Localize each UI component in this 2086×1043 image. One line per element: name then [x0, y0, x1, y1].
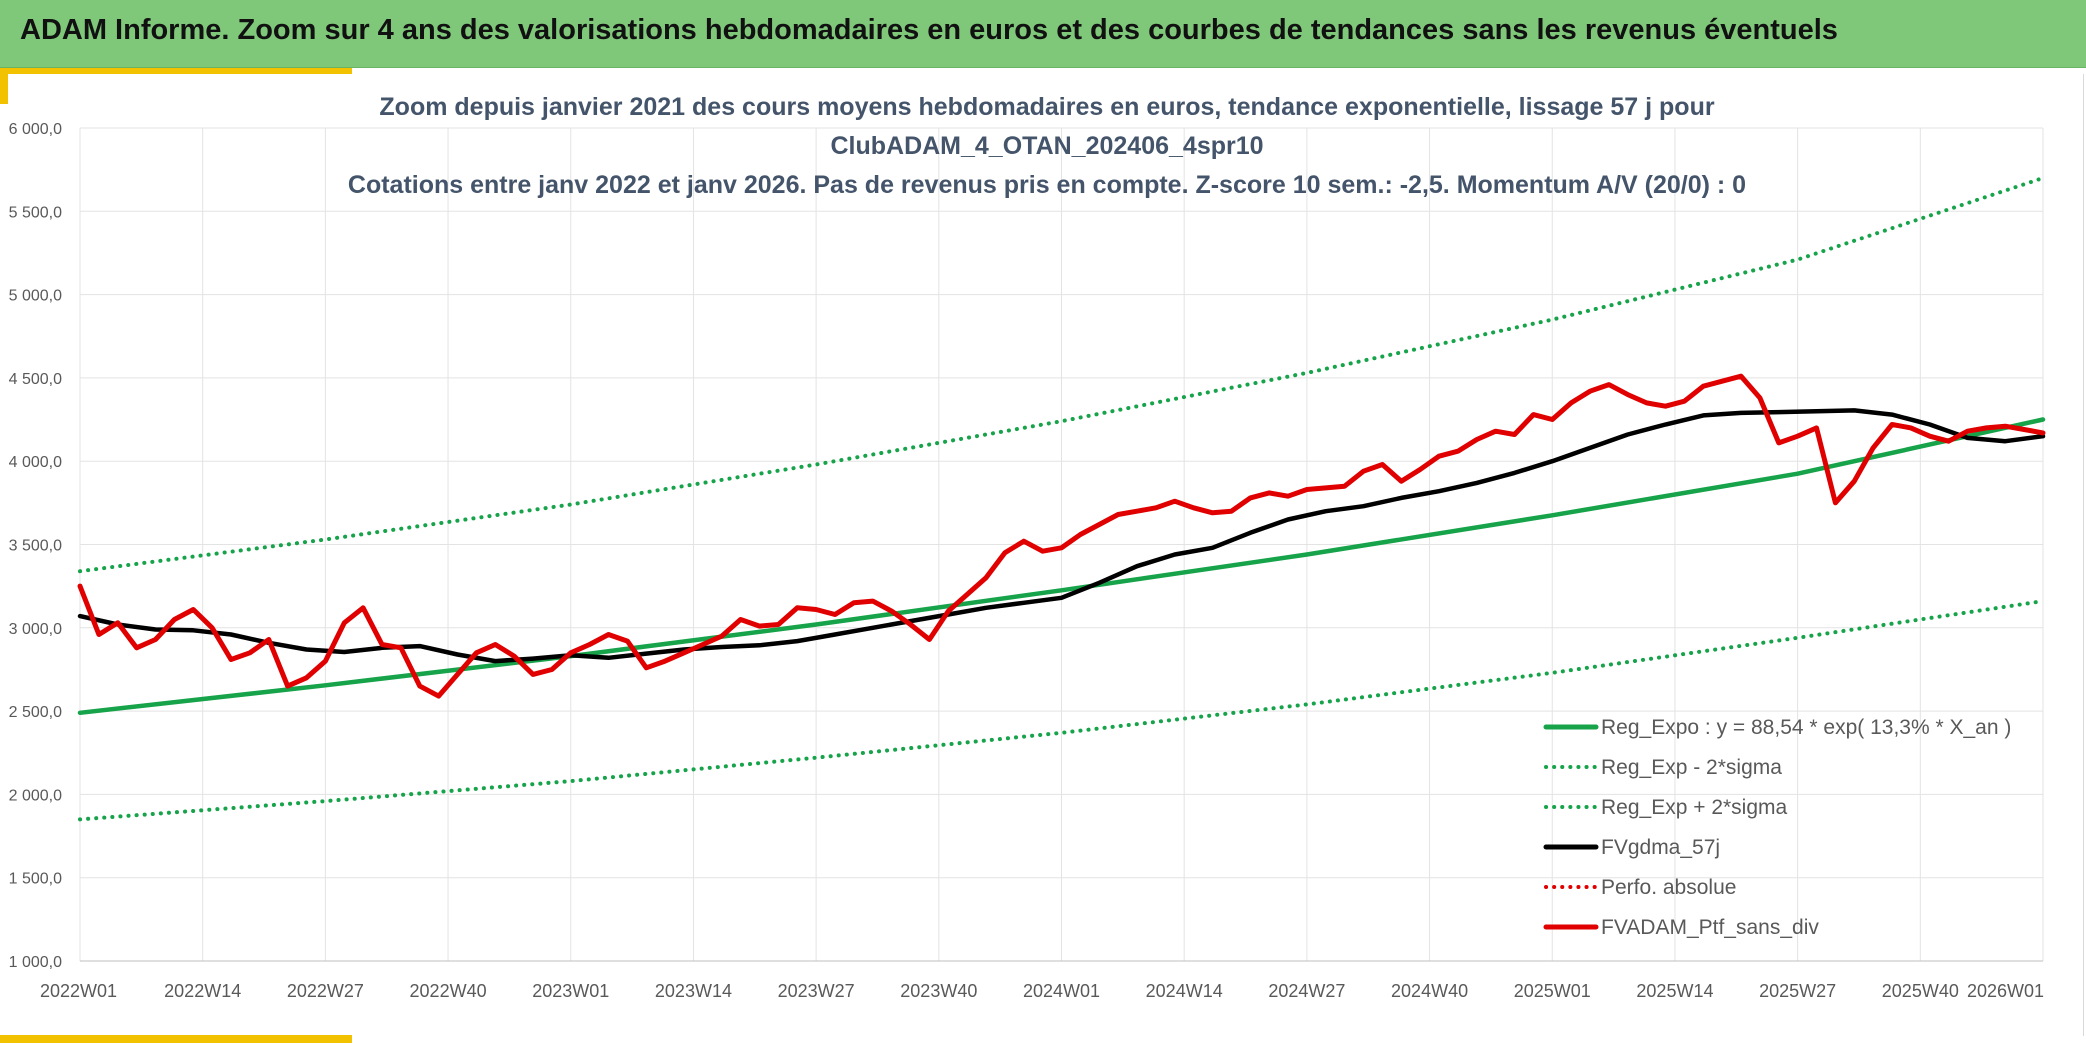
series-line: [77, 417, 2046, 716]
chart-title-line-3: Cotations entre janv 2022 et janv 2026. …: [348, 171, 1746, 199]
x-tick-label: 2024W27: [1268, 981, 1345, 1001]
legend-entry: Reg_Exp - 2*sigma: [1601, 756, 1782, 779]
chart-title: Zoom depuis janvier 2021 des cours moyen…: [348, 93, 1746, 199]
y-tick-label: 3 000,0: [9, 621, 62, 638]
x-tick-label: 2022W14: [164, 981, 241, 1001]
y-tick-label: 5 500,0: [9, 204, 62, 221]
y-tick-label: 2 000,0: [9, 787, 62, 804]
header-banner: ADAM Informe. Zoom sur 4 ans des valoris…: [0, 0, 2086, 68]
x-tick-label: 2022W01: [40, 981, 117, 1001]
x-tick-label: 2022W27: [287, 981, 364, 1001]
legend-entry: Reg_Expo : y = 88,54 * exp( 13,3% * X_an…: [1601, 716, 2011, 739]
y-tick-label: 2 500,0: [9, 704, 62, 721]
series-line: [77, 408, 2046, 664]
x-tick-label: 2025W27: [1759, 981, 1836, 1001]
legend-entry: FVgdma_57j: [1601, 836, 1720, 859]
series-line: [78, 599, 2045, 822]
x-axis-labels: 2022W01 2022W14 2022W27 2022W40 2023W01 2023W…: [40, 981, 2044, 1001]
chart-title-line-1: Zoom depuis janvier 2021 des cours moyen…: [379, 93, 1714, 121]
series-line: [77, 373, 2046, 699]
y-tick-label: 5 000,0: [9, 288, 62, 305]
x-tick-label: 2022W40: [410, 981, 487, 1001]
gridlines: [79, 127, 2044, 962]
chart-frame: [4, 74, 2084, 1036]
accent-bar-bottom: [0, 1035, 352, 1043]
page-title: ADAM Informe. Zoom sur 4 ans des valoris…: [20, 14, 1838, 46]
y-tick-label: 6 000,0: [9, 121, 62, 138]
y-axis-labels: 1 000,0 1 500,0 2 000,0 2 500,0 3 000,0 3 500…: [9, 121, 62, 971]
legend-entry: Perfo. absolue: [1601, 876, 1736, 899]
chart-legend: Reg_Expo : y = 88,54 * exp( 13,3% * X_an…: [1543, 716, 2011, 939]
x-tick-label: 2023W27: [778, 981, 855, 1001]
x-tick-label: 2025W14: [1636, 981, 1713, 1001]
x-tick-label: 2025W40: [1882, 981, 1959, 1001]
accent-bar-top: [0, 68, 352, 74]
x-tick-label: 2025W01: [1514, 981, 1591, 1001]
legend-entry: Reg_Exp + 2*sigma: [1601, 796, 1788, 819]
series-lines: [77, 176, 2046, 822]
chart-title-line-2: ClubADAM_4_OTAN_202406_4spr10: [830, 132, 1263, 160]
x-tick-label: 2024W40: [1391, 981, 1468, 1001]
x-tick-label: 2024W14: [1146, 981, 1223, 1001]
y-tick-label: 4 000,0: [9, 454, 62, 471]
accent-bar-left: [0, 68, 8, 104]
y-tick-label: 1 500,0: [9, 871, 62, 888]
x-tick-label: 2026W01: [1967, 981, 2044, 1001]
x-tick-label: 2024W01: [1023, 981, 1100, 1001]
y-tick-label: 1 000,0: [9, 954, 62, 971]
x-tick-label: 2023W14: [655, 981, 732, 1001]
x-tick-label: 2023W01: [532, 981, 609, 1001]
legend-entry: FVADAM_Ptf_sans_div: [1601, 916, 1819, 939]
y-tick-label: 4 500,0: [9, 371, 62, 388]
x-tick-label: 2023W40: [900, 981, 977, 1001]
y-tick-label: 3 500,0: [9, 538, 62, 555]
